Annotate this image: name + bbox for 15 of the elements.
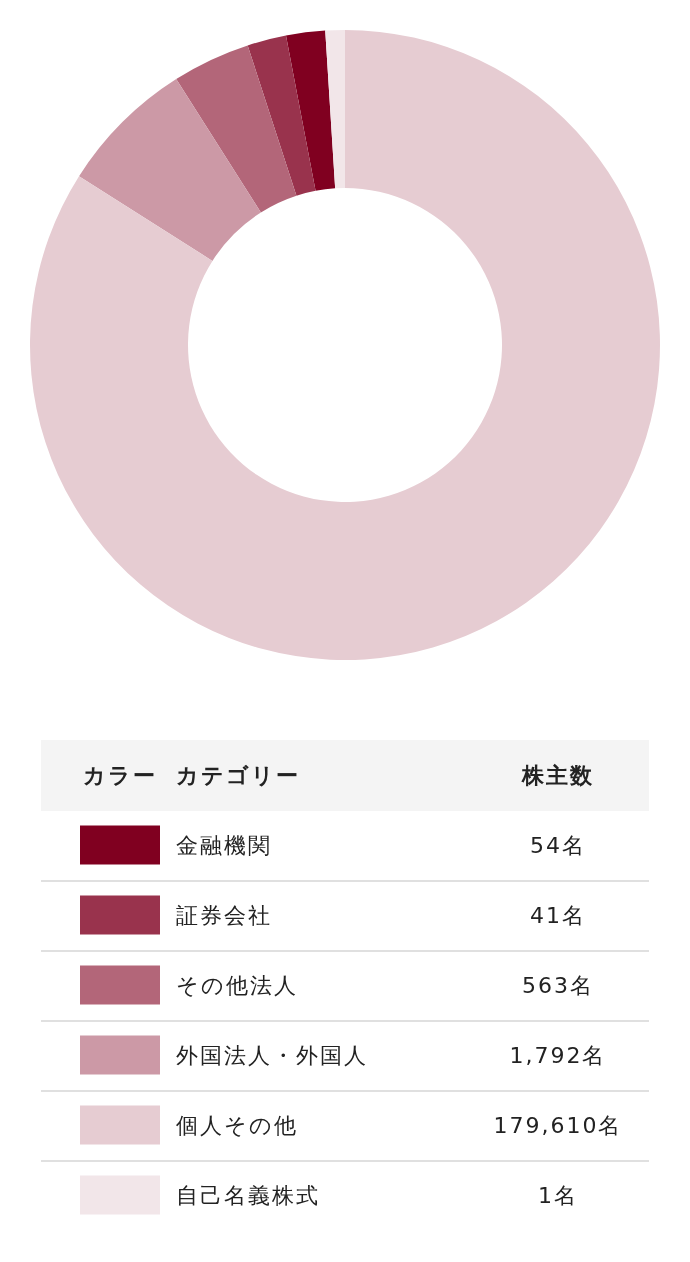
legend-label: 自己名義株式	[176, 1182, 320, 1208]
text: カラー	[83, 763, 157, 788]
legend-label: 外国法人・外国人	[176, 1042, 368, 1068]
text: 563名	[522, 972, 594, 998]
text: 179,610名	[493, 1112, 623, 1138]
legend-label: 証券会社	[176, 902, 272, 928]
text: 1名	[538, 1182, 578, 1208]
legend-label: その他法人	[176, 972, 298, 998]
text: 1,792名	[509, 1042, 607, 1068]
text: 41名	[530, 902, 586, 928]
legend-label: 金融機関	[176, 832, 272, 858]
text: 株主数	[521, 763, 594, 788]
text: 54名	[530, 832, 586, 858]
text: カテゴリー	[176, 763, 300, 788]
legend-label: 個人その他	[176, 1112, 298, 1138]
